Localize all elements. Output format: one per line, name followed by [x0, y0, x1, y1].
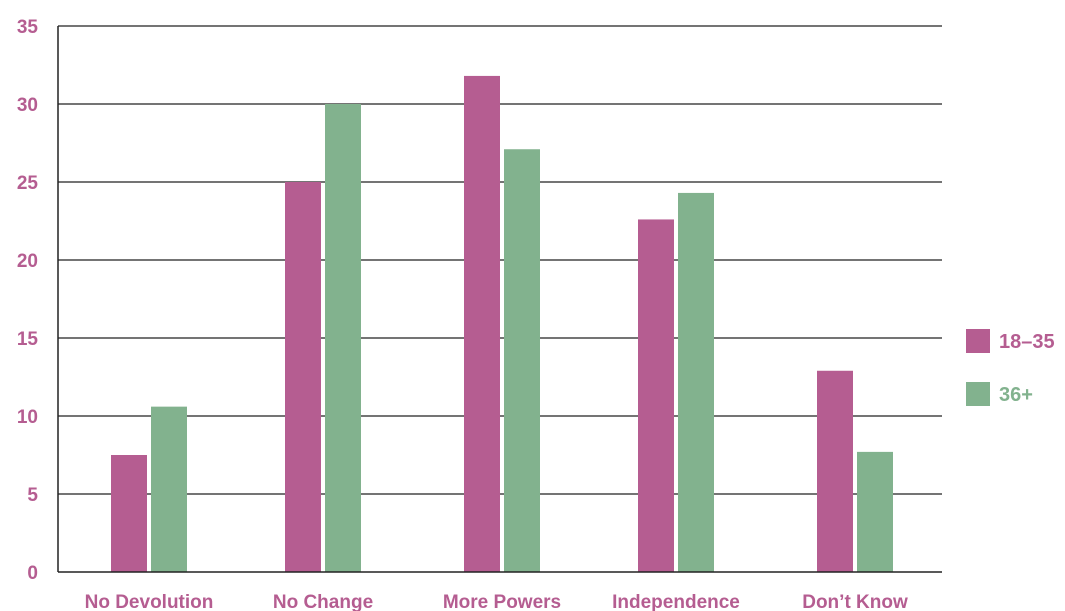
y-tick-label: 35 [17, 17, 39, 38]
legend-swatch [966, 329, 990, 353]
y-axis-ticks: 0 5 10 15 20 25 30 35 [17, 17, 39, 584]
y-tick-label: 10 [17, 407, 38, 428]
bar-series2-0 [151, 406, 187, 572]
bar-series1-3 [638, 219, 674, 572]
bars [111, 75, 893, 573]
x-category-label: No Devolution [85, 592, 214, 611]
bar-series1-0 [111, 455, 147, 572]
y-tick-label: 0 [27, 563, 38, 584]
bar-series2-2 [504, 149, 540, 573]
x-category-label: No Change [273, 592, 373, 611]
bar-series2-1 [325, 104, 361, 572]
legend-label: 36+ [999, 384, 1033, 406]
y-tick-label: 5 [27, 485, 38, 506]
y-tick-label: 25 [17, 173, 39, 194]
legend: 18–35 36+ [966, 329, 1055, 406]
x-category-label: Don’t Know [802, 592, 908, 611]
legend-label: 18–35 [999, 331, 1055, 353]
y-tick-label: 15 [17, 329, 39, 350]
x-axis-labels: No Devolution No Change More Powers Indepen… [85, 592, 908, 611]
bar-series1-2 [464, 75, 500, 573]
bar-series2-4 [857, 451, 893, 572]
bar-series2-3 [678, 192, 714, 573]
legend-swatch [966, 382, 990, 406]
x-category-label: Independence [612, 592, 740, 611]
y-tick-label: 30 [17, 95, 38, 116]
y-tick-label: 20 [17, 251, 38, 272]
x-category-label: More Powers [443, 592, 561, 611]
bar-series1-1 [285, 182, 321, 572]
bar-series1-4 [817, 370, 853, 572]
